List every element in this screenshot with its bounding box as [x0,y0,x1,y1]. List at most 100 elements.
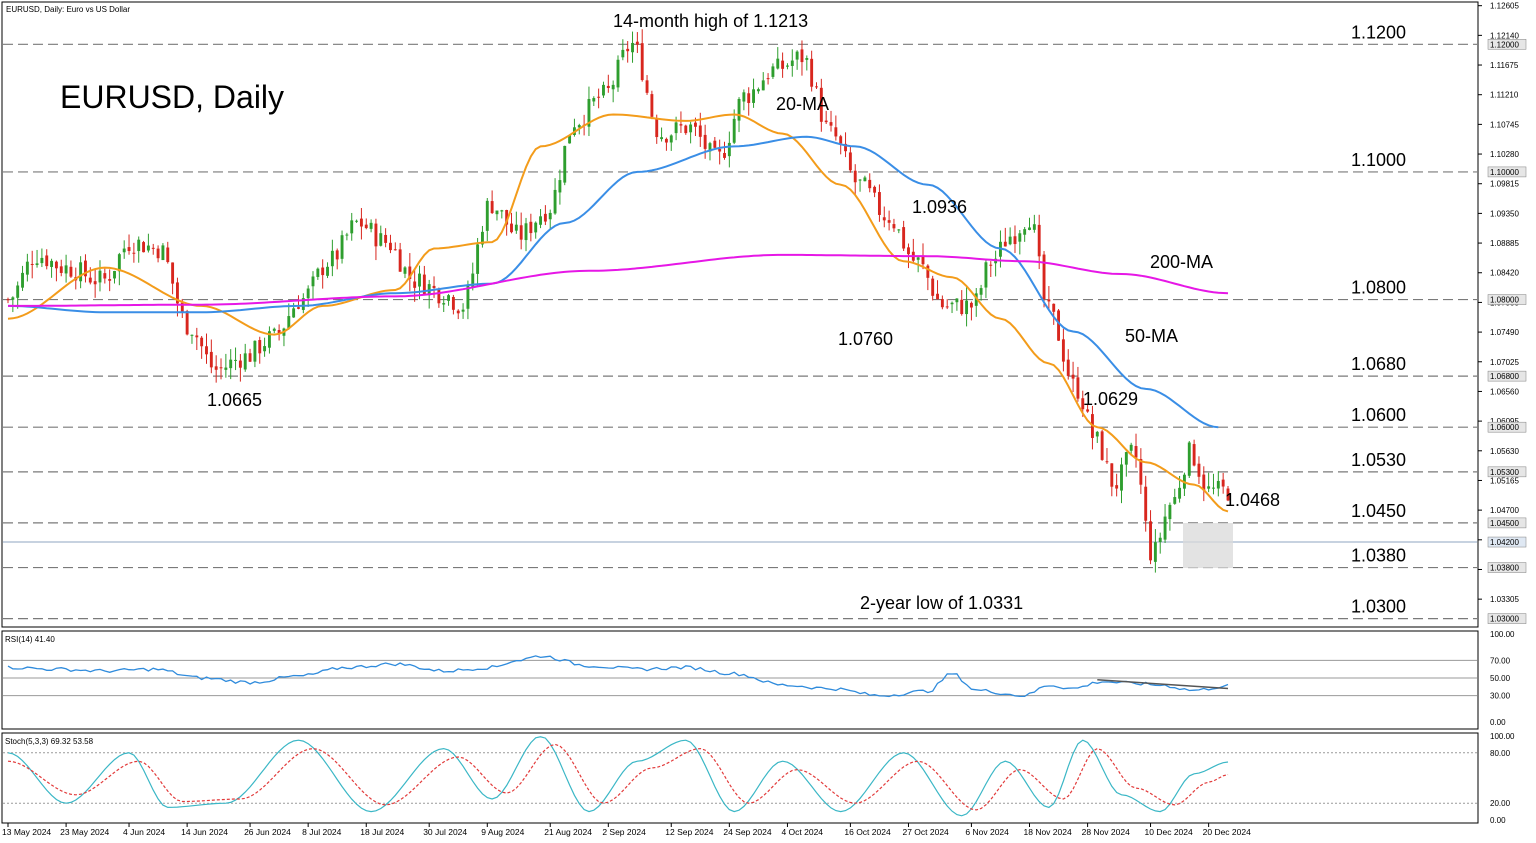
candle-body [1129,444,1133,451]
price-tick-label: 1.12140 [1490,31,1519,40]
candle-body [534,222,538,233]
candle-body [495,210,499,215]
candle-body [500,210,504,212]
stoch-d-line [7,743,1229,811]
support-resistance-levels: 1.1200 1.12000 1.1000 1.10000 1.0800 1.08000 1… [3,22,1527,624]
candle-body [142,242,146,253]
candle-body [916,257,920,260]
candle-body [461,309,465,312]
candle-body [640,43,644,81]
level-tag [1487,39,1527,50]
candle-body [655,118,659,138]
candle-body [277,330,281,334]
candle-body [166,247,170,263]
candle-body [785,65,789,67]
level-label: 1.0380 [1351,546,1406,566]
level-label: 1.1000 [1351,150,1406,170]
candle-body [311,276,315,287]
candle-body [21,272,24,288]
candle-body [292,308,296,318]
candle-body [684,125,688,134]
candle-body [1076,377,1080,399]
rsi-pane-frame [1,630,1479,730]
candle-body [224,367,228,370]
candle-body [747,93,751,104]
level-tag-label: 1.05300 [1490,468,1519,477]
candle-body [853,170,857,183]
candle-body [1100,431,1104,460]
date-tick-label: 4 Oct 2024 [781,827,823,837]
date-tick-label: 2 Sep 2024 [602,827,646,837]
candle-body [30,263,34,265]
candle-body [98,270,102,283]
price-tick-label: 1.07490 [1490,328,1519,337]
candle-body [873,186,877,193]
candle-body [592,98,596,102]
candle-body [727,142,731,157]
candle-body [326,266,329,276]
date-tick-label: 18 Jul 2024 [360,827,404,837]
candle-body [732,118,736,143]
candle-body [810,58,814,87]
candlesticks [6,29,1230,573]
candle-body [539,216,542,225]
candle-body [558,180,562,193]
candle-body [761,80,765,91]
candle-body [1192,444,1196,466]
candle-body [587,98,591,127]
candle-body [408,266,412,279]
candle-body [1153,542,1157,562]
candle-body [848,152,852,171]
candle-body [718,148,722,152]
date-tick-label: 26 Jun 2024 [244,827,291,837]
candle-body [737,98,741,121]
date-tick-label: 24 Sep 2024 [723,827,771,837]
level-tag [1487,613,1527,624]
candle-body [752,89,756,103]
candle-body [1124,452,1128,465]
candle-body [505,209,509,225]
candle-body [79,262,83,282]
candle-body [364,224,368,229]
rsi-tick-label: 30.00 [1490,692,1511,701]
candle-body [694,122,697,127]
candle-body [1212,487,1215,489]
level-tag-label: 1.06000 [1490,423,1519,432]
candle-body [137,239,141,252]
candle-body [340,235,344,259]
stoch-title: Stoch(5,3,3) 69.32 53.58 [5,737,94,746]
candle-body [54,261,58,269]
candle-body [1052,303,1056,312]
level-label: 1.0300 [1351,597,1406,617]
price-tick-label: 1.03305 [1490,595,1519,604]
candle-body [422,274,426,295]
rsi-tick-label: 100.00 [1490,630,1515,639]
candle-body [248,353,252,362]
price-tick-label: 1.11210 [1490,91,1519,100]
candle-body [514,224,518,231]
annotation-1-0468: 1.0468 [1225,490,1280,510]
candle-body [679,124,683,126]
candle-body [398,249,402,272]
candle-body [490,201,494,214]
candle-body [766,78,770,80]
price-tick-label: 1.06560 [1490,387,1519,396]
stochastic-indicator: 100.00 80.00 20.00 0.00 [3,732,1515,825]
current-price-tag-label: 1.04200 [1490,538,1519,547]
candle-body [519,225,523,240]
date-axis: 13 May 2024 23 May 2024 4 Jun 2024 14 Jun 2… [2,823,1251,837]
candle-body [200,337,204,347]
price-tick-label: 1.05165 [1490,476,1519,485]
candle-body [979,288,983,295]
candle-body [1139,458,1143,485]
candle-body [563,145,567,183]
level-tag-label: 1.12000 [1490,40,1519,49]
candle-body [974,293,978,306]
candle-body [243,353,247,370]
level-tag [1487,517,1527,529]
candle-body [1115,485,1119,489]
annotation-1-0936: 1.0936 [912,197,967,217]
annotation-200-ma: 200-MA [1150,252,1213,272]
annotation-50-ma: 50-MA [1125,326,1178,346]
candle-body [238,360,242,368]
